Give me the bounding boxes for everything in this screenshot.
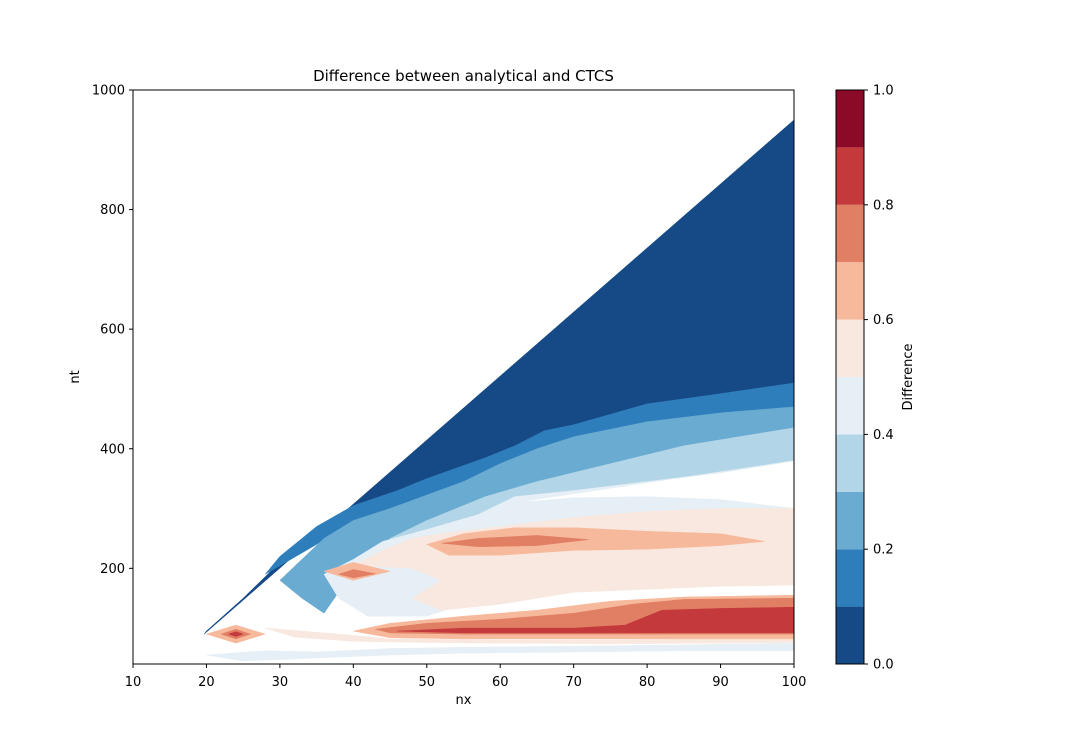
y-tick-label: 400 (100, 442, 125, 457)
colorbar-frame (835, 89, 865, 665)
contour-region-band-0.8-lower (397, 606, 794, 634)
chart-title: Difference between analytical and CTCS (313, 67, 614, 85)
colorbar-segment (836, 377, 864, 435)
colorbar-tick-label: 0.0 (873, 658, 894, 673)
colorbar-segment (836, 262, 864, 320)
x-tick-label: 90 (712, 675, 729, 690)
colorbar-segment (836, 606, 864, 664)
colorbar-tick-label: 0.4 (873, 428, 894, 443)
y-tick-label: 200 (100, 562, 125, 577)
colorbar-tick-label: 0.8 (873, 198, 894, 213)
x-tick-label: 50 (419, 675, 436, 690)
x-tick-label: 70 (565, 675, 582, 690)
y-tick-label: 1000 (92, 84, 125, 99)
colorbar-segment (836, 204, 864, 263)
colorbar-tick-label: 1.0 (873, 84, 894, 99)
x-tick-label: 100 (782, 675, 807, 690)
colorbar-segment (836, 434, 864, 492)
colorbar-segment (836, 491, 864, 550)
contour-regions (203, 119, 794, 662)
colorbar-segment (836, 147, 864, 205)
x-axis-label: nx (456, 693, 472, 708)
x-tick-label: 10 (125, 675, 142, 690)
x-tick-label: 60 (492, 675, 509, 690)
x-tick-label: 40 (345, 675, 362, 690)
plot-area (133, 90, 794, 664)
contour-region-band-0.5-lower (265, 627, 794, 644)
contour-region-band-0.4-lower (206, 642, 794, 662)
x-tick-label: 80 (639, 675, 656, 690)
contour-region-band-0.7-mid (337, 569, 376, 579)
x-axis: 10 20 30 40 50 60 70 80 90 100 (125, 664, 807, 690)
y-axis-label: nt (68, 370, 83, 383)
y-axis: 200 400 600 800 1000 (92, 84, 133, 577)
contour-region-band-0.7-upper (441, 535, 589, 548)
x-tick-label: 30 (272, 675, 289, 690)
colorbar-segment (836, 549, 864, 607)
contour-region-band-0.8-spot (227, 631, 245, 637)
colorbar-tick-label: 0.6 (873, 313, 894, 328)
colorbar-label: Difference (901, 343, 916, 410)
colorbar-tick-label: 0.2 (873, 543, 894, 558)
colorbar-segment (836, 90, 864, 148)
y-tick-label: 600 (100, 323, 125, 338)
colorbar: 0.0 0.2 0.4 0.6 0.8 1.0 (835, 84, 894, 673)
contour-region-band-0.6-upper (426, 527, 765, 556)
y-tick-label: 800 (100, 203, 125, 218)
colorbar-segment (836, 319, 864, 377)
plot-frame (132, 89, 795, 665)
x-tick-label: 20 (198, 675, 215, 690)
